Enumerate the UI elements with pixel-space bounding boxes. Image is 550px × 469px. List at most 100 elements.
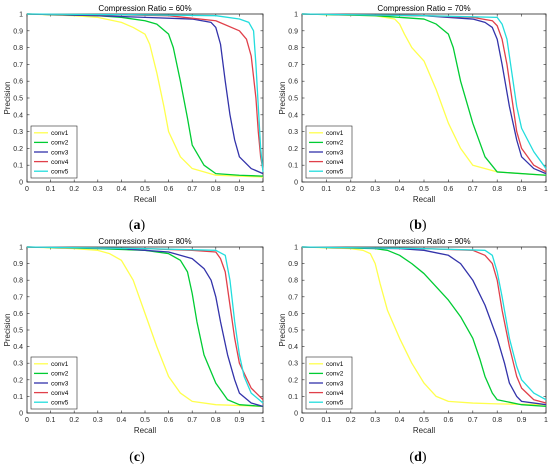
x-tick-label: 0.6 xyxy=(164,186,174,193)
x-tick-label: 0.3 xyxy=(93,186,103,193)
y-tick-label: 0.9 xyxy=(288,261,298,268)
y-tick-label: 0.4 xyxy=(13,344,23,351)
y-tick-label: 0.2 xyxy=(288,146,298,153)
chart-panel-b: 0 0.1 0.2 0.3 0.4 0.5 0.6 0.7 0.8 0.9 1 0 0.1 0.2 0.3 0… xyxy=(278,4,548,204)
legend-label-conv3: conv3 xyxy=(326,149,344,156)
y-tick-label: 0.2 xyxy=(13,146,23,153)
x-tick-label: 0.5 xyxy=(140,417,150,424)
y-tick-label: 0 xyxy=(294,180,298,187)
x-tick-label: 0.4 xyxy=(395,417,405,424)
series-line-conv1 xyxy=(301,246,547,406)
x-tick-label: 0.4 xyxy=(117,186,127,193)
y-tick-label: 0 xyxy=(19,180,23,187)
y-tick-label: 0 xyxy=(19,411,23,418)
x-tick-label: 0.7 xyxy=(187,417,197,424)
y-tick-label: 0.6 xyxy=(13,79,23,86)
legend-label-conv2: conv2 xyxy=(51,140,69,147)
series-line-conv2 xyxy=(301,13,547,176)
y-tick-label: 0.1 xyxy=(13,394,23,401)
x-tick-label: 0.3 xyxy=(370,417,380,424)
y-tick-label: 0.8 xyxy=(288,278,298,285)
x-axis-label: Recall xyxy=(413,195,435,204)
chart-panel-a: 0 0.1 0.2 0.3 0.4 0.5 0.6 0.7 0.8 0.9 1 0 0.1 0.2 0.3 0… xyxy=(3,4,265,204)
legend-label-conv1: conv1 xyxy=(326,130,344,137)
y-axis-label: Precision xyxy=(278,82,287,115)
y-tick-label: 0.9 xyxy=(288,28,298,35)
x-tick-label: 0.6 xyxy=(444,417,454,424)
y-tick-label: 0.3 xyxy=(288,361,298,368)
y-tick-label: 0.9 xyxy=(13,261,23,268)
x-axis-label: Recall xyxy=(134,426,156,435)
x-tick-label: 0.4 xyxy=(117,417,127,424)
x-tick-label: 0.5 xyxy=(419,417,429,424)
y-tick-label: 0.3 xyxy=(13,129,23,136)
legend-label-conv4: conv4 xyxy=(326,159,344,166)
y-tick-label: 0.8 xyxy=(288,45,298,52)
legend-label-conv4: conv4 xyxy=(51,159,69,166)
y-tick-label: 1 xyxy=(294,245,298,252)
chart-title: Compression Ratio = 60% xyxy=(98,4,191,13)
y-tick-label: 0.1 xyxy=(288,163,298,170)
y-tick-label: 0.3 xyxy=(13,361,23,368)
series-line-conv5 xyxy=(26,13,264,172)
y-tick-label: 0.3 xyxy=(288,129,298,136)
y-axis-label: Precision xyxy=(3,82,12,115)
series-line-conv2 xyxy=(26,13,264,177)
x-tick-label: 0.9 xyxy=(235,417,245,424)
legend-label-conv1: conv1 xyxy=(51,130,69,137)
series-line-conv1 xyxy=(26,246,264,408)
x-tick-label: 0.2 xyxy=(69,186,79,193)
y-tick-label: 0.8 xyxy=(13,278,23,285)
y-tick-label: 1 xyxy=(294,12,298,19)
legend-label-conv4: conv4 xyxy=(326,390,344,397)
x-axis-label: Recall xyxy=(134,195,156,204)
legend-label-conv2: conv2 xyxy=(326,371,344,378)
legend-label-conv3: conv3 xyxy=(51,149,69,156)
y-tick-label: 0.5 xyxy=(288,328,298,335)
x-tick-label: 0.1 xyxy=(322,186,332,193)
y-tick-label: 0.7 xyxy=(13,62,23,69)
y-tick-label: 0.7 xyxy=(13,294,23,301)
x-axis-label: Recall xyxy=(413,426,435,435)
x-tick-label: 0 xyxy=(300,186,304,193)
legend-label-conv5: conv5 xyxy=(326,400,344,407)
series-line-conv5 xyxy=(26,246,264,404)
x-tick-label: 0.6 xyxy=(444,186,454,193)
x-tick-label: 0.3 xyxy=(370,186,380,193)
y-axis-label: Precision xyxy=(3,314,12,347)
series-line-conv2 xyxy=(301,246,547,408)
series-line-conv5 xyxy=(301,246,547,401)
legend-label-conv3: conv3 xyxy=(326,380,344,387)
x-tick-label: 0.1 xyxy=(322,417,332,424)
y-tick-label: 1 xyxy=(19,245,23,252)
x-tick-label: 0.2 xyxy=(346,417,356,424)
x-tick-label: 0.5 xyxy=(419,186,429,193)
x-tick-label: 0.7 xyxy=(187,186,197,193)
y-axis-label: Precision xyxy=(278,314,287,347)
series-line-conv3 xyxy=(301,13,547,175)
legend-box xyxy=(305,125,353,179)
x-tick-label: 0.9 xyxy=(517,417,527,424)
y-tick-label: 0.4 xyxy=(288,112,298,119)
y-tick-label: 0.5 xyxy=(13,96,23,103)
panel-label: (c) xyxy=(129,450,145,465)
chart-panel-d: 0 0.1 0.2 0.3 0.4 0.5 0.6 0.7 0.8 0.9 1 0 0.1 0.2 0.3 0… xyxy=(278,237,548,435)
x-tick-label: 0.6 xyxy=(164,417,174,424)
legend-label-conv5: conv5 xyxy=(51,169,69,176)
y-tick-label: 1 xyxy=(19,12,23,19)
y-tick-label: 0.6 xyxy=(13,311,23,318)
x-tick-label: 0 xyxy=(25,186,29,193)
y-tick-label: 0.4 xyxy=(13,112,23,119)
series-line-conv1 xyxy=(301,13,547,176)
y-tick-label: 0.7 xyxy=(288,294,298,301)
legend-label-conv3: conv3 xyxy=(51,380,69,387)
legend-label-conv1: conv1 xyxy=(51,361,69,368)
x-tick-label: 0.3 xyxy=(93,417,103,424)
x-tick-label: 0.8 xyxy=(492,417,502,424)
x-tick-label: 0.4 xyxy=(395,186,405,193)
legend-label-conv1: conv1 xyxy=(326,361,344,368)
legend-label-conv2: conv2 xyxy=(326,140,344,147)
y-tick-label: 0 xyxy=(294,411,298,418)
legend: conv1 conv2 conv3 conv4 conv5 xyxy=(305,125,353,179)
